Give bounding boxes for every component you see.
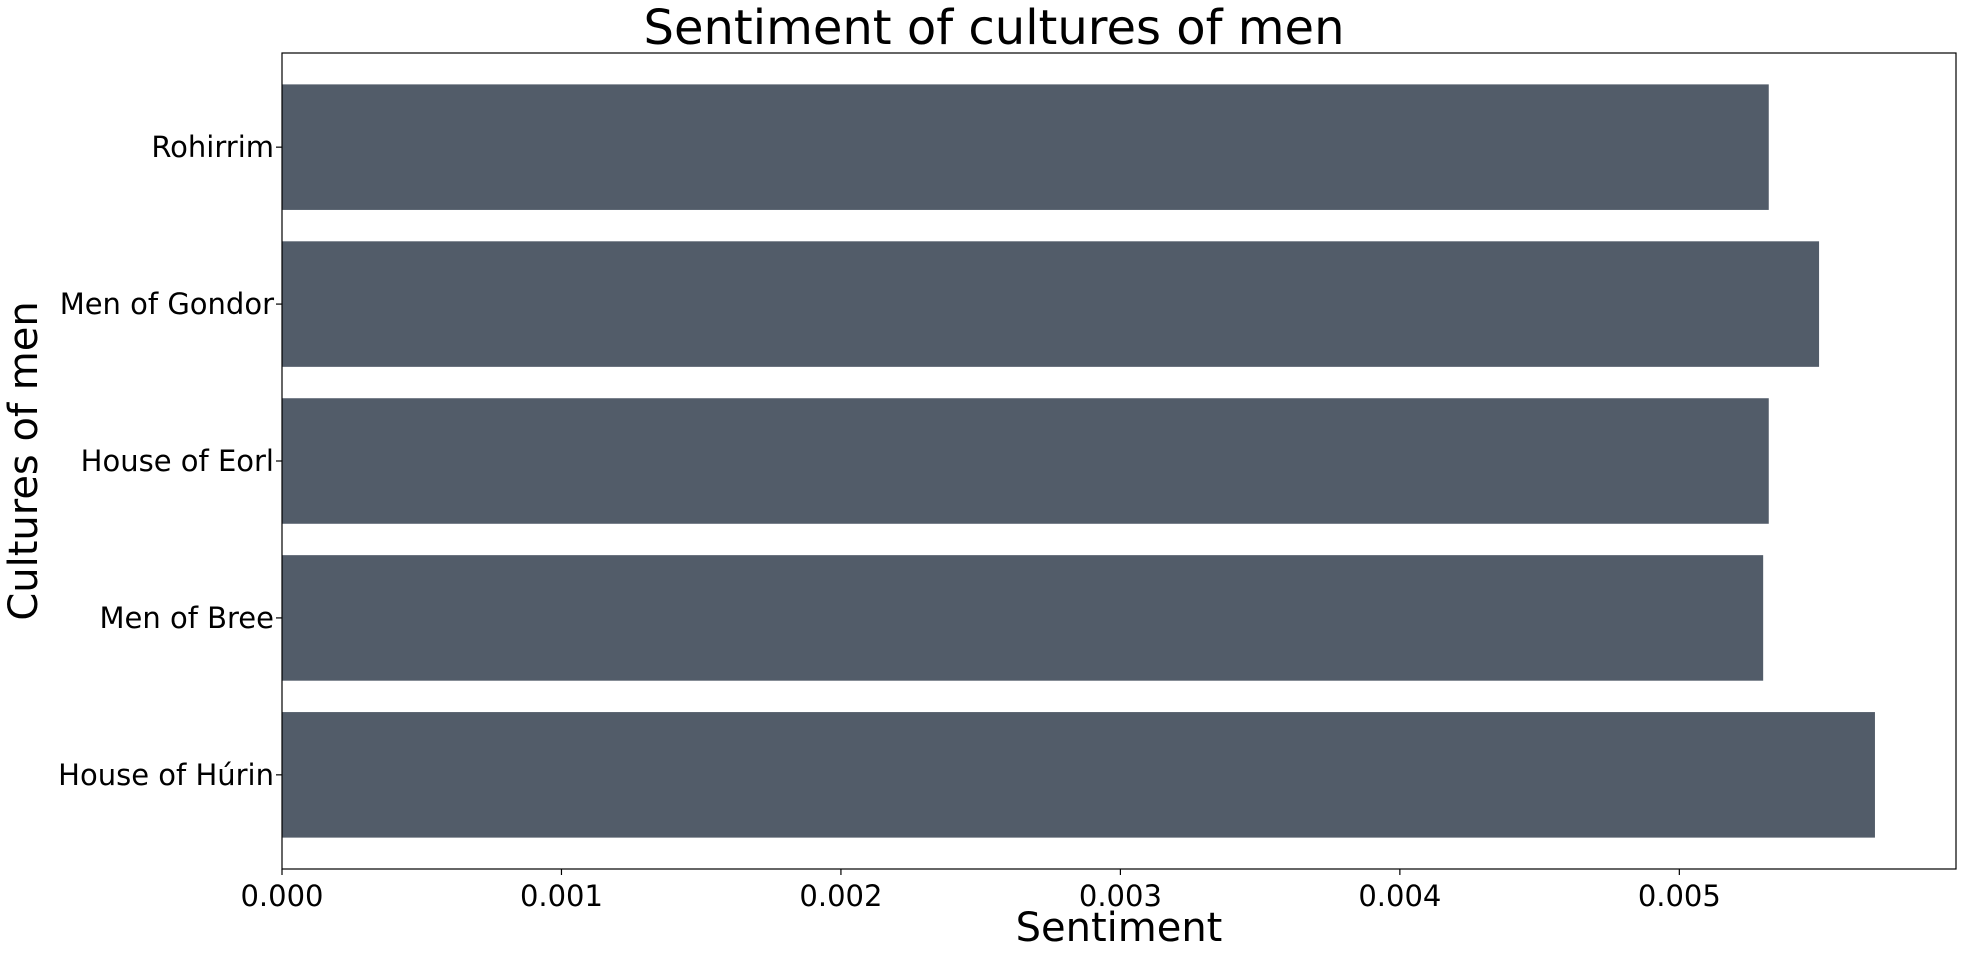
y-tick-label: Rohirrim bbox=[151, 130, 274, 164]
x-tick-label: 0.005 bbox=[1638, 879, 1721, 913]
x-tick-label: 0.003 bbox=[1079, 879, 1162, 913]
y-axis-label: Cultures of men bbox=[1, 301, 47, 620]
y-tick-label: House of Eorl bbox=[81, 444, 274, 478]
bar-2 bbox=[282, 398, 1769, 524]
bar-4 bbox=[282, 712, 1875, 838]
ticks-layer: Rohirrim Men of Gondor House of Eorl Men of… bbox=[58, 130, 1721, 913]
chart-title: Sentiment of cultures of men bbox=[644, 0, 1345, 56]
y-tick-label: House of Húrin bbox=[58, 758, 274, 792]
x-tick-label: 0.001 bbox=[520, 879, 603, 913]
x-tick-label: 0.000 bbox=[240, 879, 323, 913]
y-tick-label: Men of Bree bbox=[100, 601, 275, 635]
bar-0 bbox=[282, 84, 1769, 210]
x-axis-label: Sentiment bbox=[1016, 905, 1223, 951]
bar-1 bbox=[282, 241, 1820, 367]
bars-layer bbox=[282, 84, 1875, 838]
x-tick-label: 0.004 bbox=[1358, 879, 1441, 913]
bar-3 bbox=[282, 555, 1764, 681]
y-tick-label: Men of Gondor bbox=[60, 287, 274, 321]
x-tick-label: 0.002 bbox=[799, 879, 882, 913]
